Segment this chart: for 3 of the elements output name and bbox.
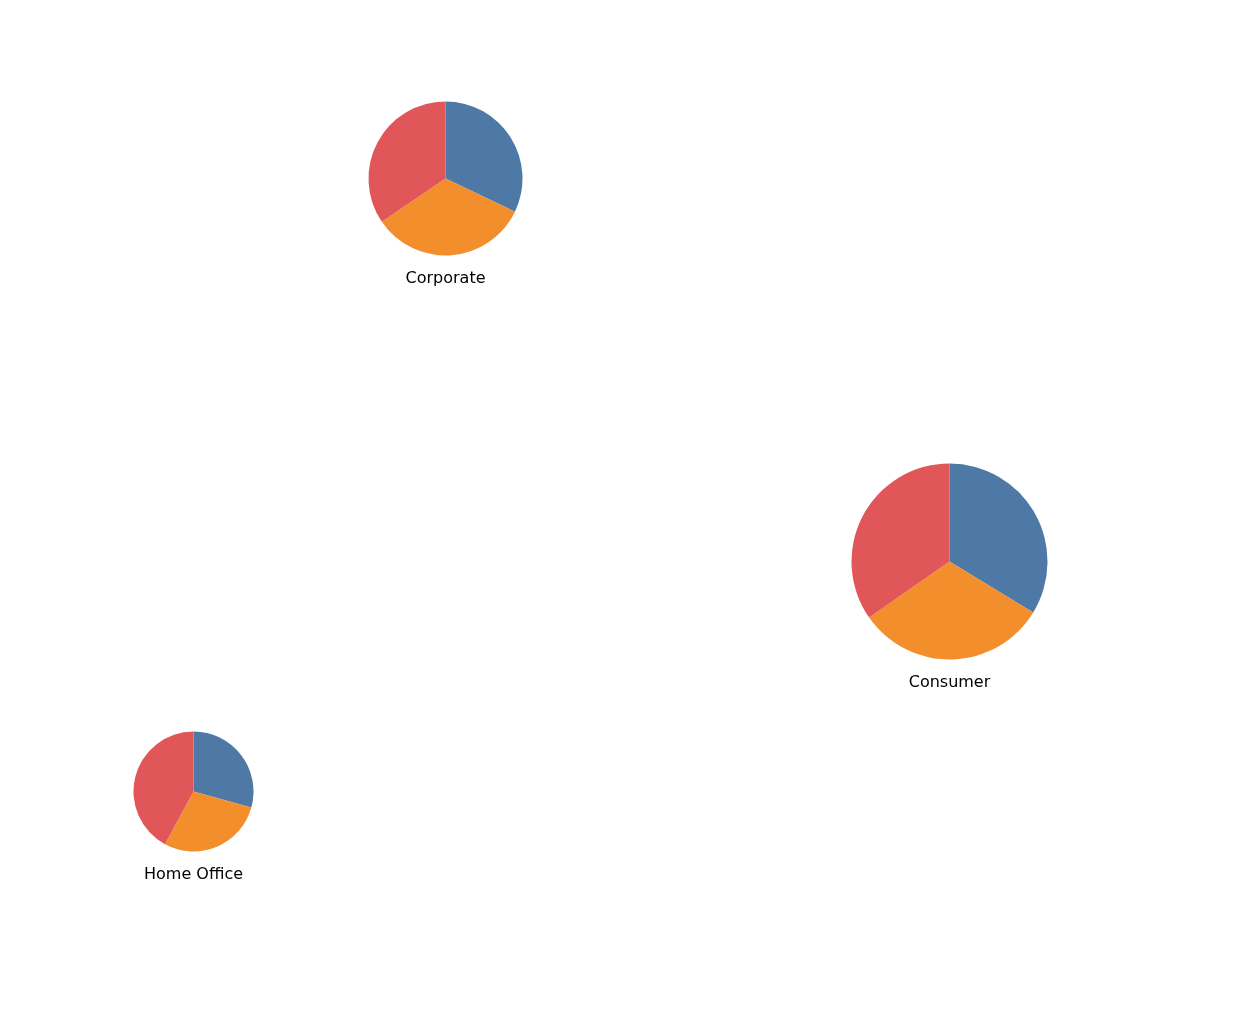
text: Consumer bbox=[908, 672, 991, 691]
text: Corporate bbox=[405, 268, 486, 287]
text: Home Office bbox=[143, 864, 244, 883]
